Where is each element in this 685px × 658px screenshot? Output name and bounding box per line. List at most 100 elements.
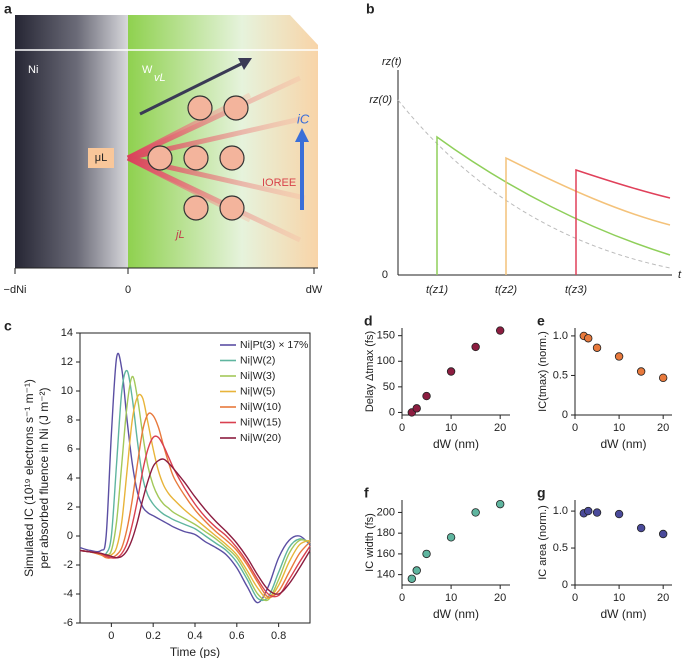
y-tick-label: 180 <box>377 527 395 539</box>
panel-label: c <box>4 318 12 334</box>
legend-label: Ni|W(15) <box>240 416 281 428</box>
mu-label: μL <box>95 152 107 164</box>
y-tick-label: -2 <box>63 559 73 571</box>
panel-label: e <box>537 313 545 329</box>
y-tick-label: 0.5 <box>553 542 568 554</box>
start-label: rz(0) <box>369 94 392 106</box>
series-line <box>79 375 311 602</box>
x-label: t <box>678 269 682 281</box>
y-tick-label: 100 <box>377 355 395 367</box>
x-tick-label: 0.2 <box>146 630 161 642</box>
x-tick-label: 0 <box>572 422 578 434</box>
x-tick-label: 20 <box>657 592 669 604</box>
x-tick-label: 0.8 <box>271 630 286 642</box>
time-label: t(z1) <box>426 284 448 296</box>
axis-label: 0 <box>125 284 131 296</box>
panel-b: b rz(t) rz(0) 0 t t(z1) t(z2) t(z3) <box>366 1 682 296</box>
series-line <box>79 393 311 600</box>
data-point <box>658 529 668 539</box>
data-point <box>592 343 602 352</box>
ni-layer <box>15 15 128 268</box>
x-axis-label: dW (nm) <box>433 437 479 451</box>
data-point <box>495 326 505 335</box>
data-point <box>471 508 480 517</box>
decay-curve <box>575 168 671 275</box>
y-tick-label: -6 <box>63 617 73 629</box>
legend-label: Ni|Pt(3) × 17% <box>240 339 308 351</box>
x-tick-label: 0.4 <box>187 630 202 642</box>
x-tick-label: 10 <box>613 592 625 604</box>
legend-label: Ni|W(3) <box>240 370 275 382</box>
axis-label: dW <box>306 284 323 296</box>
y-tick-label: 50 <box>383 381 395 393</box>
panel-label: f <box>364 485 369 501</box>
y-tick-label: 0.5 <box>553 369 568 381</box>
x-tick-label: 10 <box>445 422 457 434</box>
data-point <box>471 342 480 352</box>
x-tick-label: 0 <box>108 630 114 642</box>
layer-label: W <box>142 64 153 76</box>
data-point <box>412 566 421 575</box>
y-tick-label: 0 <box>562 579 568 591</box>
decay-curve <box>436 135 671 275</box>
x-tick-label: 20 <box>494 422 506 434</box>
data-point <box>495 499 505 509</box>
y-axis-label: per absorbed fluence in Ni (J m⁻²) <box>37 387 51 568</box>
data-point <box>636 367 646 376</box>
y-tick-label: 2 <box>67 501 73 513</box>
spin-icons <box>147 95 249 221</box>
x-tick-label: 0 <box>399 422 405 434</box>
y-axis-label: IC(tmax) (norm.) <box>537 331 549 412</box>
data-point <box>407 574 417 583</box>
x-tick-label: 0 <box>399 592 405 604</box>
y-tick-label: 1.0 <box>553 330 568 342</box>
origin-label: 0 <box>382 269 388 281</box>
y-tick-label: 140 <box>377 569 395 581</box>
x-tick-label: 10 <box>613 422 625 434</box>
y-tick-label: 200 <box>377 506 395 518</box>
y-axis-label: IC area (norm.) <box>537 505 549 580</box>
w-layer <box>128 15 318 268</box>
x-tick-label: 0.6 <box>229 630 244 642</box>
y-tick-label: 12 <box>61 356 73 368</box>
legend-label: Ni|W(2) <box>240 354 275 366</box>
series-line <box>79 412 311 598</box>
series-line <box>79 458 311 595</box>
x-tick-label: 20 <box>657 422 669 434</box>
y-tick-label: 160 <box>377 548 395 560</box>
panel-label: a <box>4 1 12 17</box>
data-point <box>584 506 593 516</box>
x-tick-label: 20 <box>494 592 506 604</box>
data-point <box>614 509 624 519</box>
x-axis-label: dW (nm) <box>601 607 647 621</box>
data-point <box>422 391 431 401</box>
data-point <box>446 533 456 542</box>
data-point <box>636 523 646 533</box>
panel-a: a Ni W vL μL iC IOREE jL −dNi 0 dW <box>4 1 323 296</box>
axis-label: −dNi <box>4 284 27 296</box>
data-point <box>614 352 624 361</box>
x-tick-label: 10 <box>445 592 457 604</box>
x-axis-label: dW (nm) <box>433 607 479 621</box>
y-tick-label: 14 <box>61 327 73 339</box>
jl-label: jL <box>174 229 185 241</box>
legend-label: Ni|W(5) <box>240 385 275 397</box>
y-tick-label: 0 <box>67 530 73 542</box>
arrow-head <box>295 128 309 142</box>
time-label: t(z2) <box>495 284 517 296</box>
decay-curve <box>505 156 671 275</box>
y-tick-label: 8 <box>67 414 73 426</box>
legend-label: Ni|W(10) <box>240 401 281 413</box>
panel-label: d <box>364 313 373 329</box>
x-tick-label: 0 <box>572 592 578 604</box>
reference-curve <box>397 99 671 269</box>
series-line <box>79 435 311 598</box>
panel-label: b <box>366 1 375 17</box>
y-axis-label: Simulated IC (10¹⁹ electrons s⁻¹ m⁻¹) <box>22 379 36 577</box>
velocity-label: vL <box>154 72 166 84</box>
arrow-head <box>238 58 252 70</box>
x-axis-label: dW (nm) <box>601 437 647 451</box>
y-tick-label: 10 <box>61 385 73 397</box>
